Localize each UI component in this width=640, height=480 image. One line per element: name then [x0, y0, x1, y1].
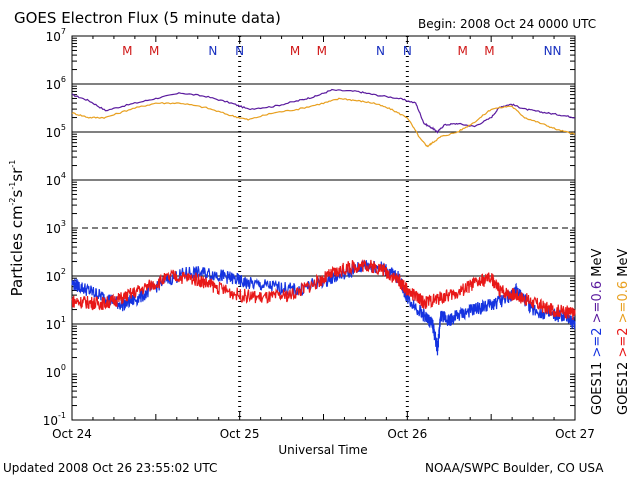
x-axis-label: Universal Time [278, 443, 367, 457]
y-tick-label: 105 [46, 123, 66, 140]
marker-n: N [235, 44, 244, 58]
source-credit: NOAA/SWPC Boulder, CO USA [425, 461, 604, 475]
y-tick-label: 100 [46, 363, 66, 380]
marker-n: N [403, 44, 412, 58]
marker-m: M [149, 44, 159, 58]
chart-title: GOES Electron Flux (5 minute data) [14, 9, 281, 27]
y-tick-label: 102 [46, 267, 66, 284]
marker-n: N [376, 44, 385, 58]
y-axis-label: Particles cm-2s-1sr-1 [8, 160, 26, 297]
y-tick-label: 101 [46, 315, 66, 332]
legend-entry: >=0.6 [590, 281, 605, 328]
marker-m: M [484, 44, 494, 58]
series-line [71, 259, 576, 321]
svg-text:Particles cm-2s-1sr-1: Particles cm-2s-1sr-1 [8, 160, 26, 297]
legend-entry: MeV [616, 249, 631, 281]
x-tick-label: Oct 25 [220, 427, 260, 441]
legend-entry: MeV [590, 249, 605, 281]
svg-text:GOES12 >=2 >=0.6 MeV: GOES12 >=2 >=0.6 MeV [616, 249, 631, 415]
marker-n: N [544, 44, 553, 58]
legend-entry: GOES12 [616, 362, 631, 415]
legend-entry: >=0.6 [616, 281, 631, 328]
y-tick-label: 104 [46, 171, 66, 188]
y-tick-label: 106 [46, 75, 66, 92]
y-tick-label: 107 [46, 27, 66, 44]
updated-timestamp: Updated 2008 Oct 26 23:55:02 UTC [3, 461, 217, 475]
legend-entry: >=2 [590, 327, 605, 361]
legend-goes12: GOES12 >=2 >=0.6 MeV [616, 249, 631, 415]
x-tick-label: Oct 24 [52, 427, 92, 441]
y-tick-label: 103 [46, 219, 66, 236]
marker-m: M [290, 44, 300, 58]
legend-entry: GOES11 [590, 362, 605, 415]
y-tick-label: 10-1 [43, 411, 66, 428]
svg-text:GOES11 >=2 >=0.6 MeV: GOES11 >=2 >=0.6 MeV [590, 249, 605, 415]
marker-n: N [208, 44, 217, 58]
marker-m: M [317, 44, 327, 58]
series-line [71, 260, 576, 356]
begin-date: Begin: 2008 Oct 24 0000 UTC [418, 17, 596, 31]
plot-area: Oct 24 Oct 25 Oct 26 Oct 27 107 106 105 104 103… [43, 27, 595, 441]
marker-m: M [122, 44, 132, 58]
series-line [71, 97, 576, 148]
marker-n: N [553, 44, 562, 58]
legend-goes11: GOES11 >=2 >=0.6 MeV [590, 249, 605, 415]
series-line [71, 88, 576, 134]
x-tick-label: Oct 27 [555, 427, 595, 441]
legend-entry: >=2 [616, 327, 631, 361]
marker-m: M [457, 44, 467, 58]
x-tick-label: Oct 26 [387, 427, 427, 441]
